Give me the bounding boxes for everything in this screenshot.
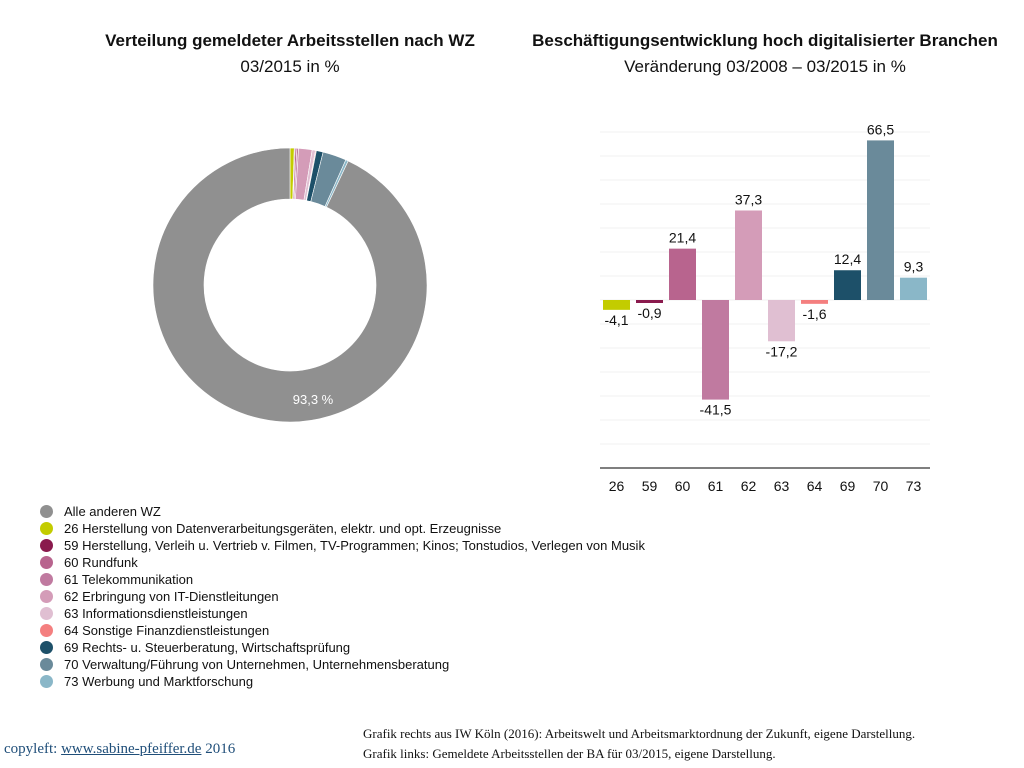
bar-73 [900, 277, 927, 300]
bar-70 [867, 140, 894, 300]
source-note-right: Grafik rechts aus IW Köln (2016): Arbeit… [363, 726, 916, 741]
donut-data-label: 93,3 % [293, 392, 334, 407]
legend-label: 61 Telekommunikation [64, 572, 194, 587]
legend-item: Alle anderen WZ [40, 503, 645, 520]
copyleft-prefix: copyleft: [4, 741, 62, 757]
website-link[interactable]: www.sabine-pfeiffer.de [61, 741, 202, 757]
bar-value-label-70: 66,5 [867, 121, 894, 137]
bar-63 [768, 300, 795, 342]
legend-label: 63 Informationsdienstleistungen [64, 606, 248, 621]
legend-item: 61 Telekommunikation [40, 571, 645, 588]
legend-label: 64 Sonstige Finanzdienstleistungen [64, 623, 270, 638]
bar-61 [702, 300, 729, 400]
bar-chart-title: Beschäftigungsentwicklung hoch digitalis… [532, 31, 998, 50]
x-tick-label-62: 62 [741, 478, 757, 494]
legend-swatch-icon [40, 607, 53, 620]
x-tick-label-73: 73 [906, 478, 922, 494]
legend-swatch-icon [40, 624, 53, 637]
legend-swatch-icon [40, 675, 53, 688]
bar-chart: -4,1 26 -0,9 59 21,4 60 -41,5 61 37,3 62 -17,2 63 -1… [600, 121, 930, 494]
x-tick-label-61: 61 [708, 478, 724, 494]
source-note-left: Grafik links: Gemeldete Arbeitsstellen d… [363, 746, 776, 761]
legend-swatch-icon [40, 556, 53, 569]
legend-label: 60 Rundfunk [64, 555, 138, 570]
bar-59 [636, 300, 663, 303]
legend-item: 69 Rechts- u. Steuerberatung, Wirtschaft… [40, 639, 645, 656]
bar-value-label-69: 12,4 [834, 251, 861, 267]
legend-item: 70 Verwaltung/Führung von Unternehmen, U… [40, 656, 645, 673]
x-tick-label-64: 64 [807, 478, 823, 494]
x-tick-label-59: 59 [642, 478, 658, 494]
legend-label: Alle anderen WZ [64, 504, 161, 519]
legend-label: 62 Erbringung von IT-Dienstleitungen [64, 589, 279, 604]
bar-value-label-59: -0,9 [637, 305, 661, 321]
copyleft-note: copyleft: www.sabine-pfeiffer.de 2016 [4, 741, 235, 758]
donut-slice-alle-anderen-wz [152, 147, 428, 423]
legend-swatch-icon [40, 522, 53, 535]
x-tick-label-70: 70 [873, 478, 889, 494]
legend-label: 70 Verwaltung/Führung von Unternehmen, U… [64, 657, 450, 672]
legend-label: 59 Herstellung, Verleih u. Vertrieb v. F… [64, 538, 645, 553]
donut-chart: 93,3 % [152, 147, 428, 423]
legend: Alle anderen WZ 26 Herstellung von Datenv… [40, 503, 645, 690]
legend-label: 26 Herstellung von Datenverarbeitungsger… [64, 521, 502, 536]
x-tick-label-69: 69 [840, 478, 856, 494]
bar-value-label-61: -41,5 [700, 402, 732, 418]
legend-swatch-icon [40, 590, 53, 603]
bar-64 [801, 300, 828, 304]
legend-item: 59 Herstellung, Verleih u. Vertrieb v. F… [40, 537, 645, 554]
bar-62 [735, 210, 762, 300]
donut-chart-title: Verteilung gemeldeter Arbeitsstellen nac… [105, 31, 475, 50]
bar-value-label-73: 9,3 [904, 259, 924, 275]
legend-swatch-icon [40, 505, 53, 518]
legend-item: 64 Sonstige Finanzdienstleistungen [40, 622, 645, 639]
legend-swatch-icon [40, 539, 53, 552]
x-tick-label-26: 26 [609, 478, 625, 494]
copyleft-year: 2016 [201, 741, 236, 757]
donut-chart-subtitle: 03/2015 in % [240, 57, 340, 76]
legend-label: 73 Werbung und Marktforschung [64, 674, 254, 689]
legend-item: 26 Herstellung von Datenverarbeitungsger… [40, 520, 645, 537]
legend-item: 62 Erbringung von IT-Dienstleitungen [40, 588, 645, 605]
legend-item: 63 Informationsdienstleistungen [40, 605, 645, 622]
legend-label: 69 Rechts- u. Steuerberatung, Wirtschaft… [64, 640, 351, 655]
bar-value-label-64: -1,6 [802, 306, 826, 322]
x-tick-label-60: 60 [675, 478, 691, 494]
bar-chart-subtitle: Veränderung 03/2008 – 03/2015 in % [624, 57, 906, 76]
bar-value-label-60: 21,4 [669, 230, 696, 246]
bar-value-label-63: -17,2 [766, 343, 798, 359]
legend-item: 73 Werbung und Marktforschung [40, 673, 645, 690]
bar-value-label-62: 37,3 [735, 191, 762, 207]
bar-60 [669, 248, 696, 300]
bar-26 [603, 300, 630, 310]
legend-item: 60 Rundfunk [40, 554, 645, 571]
legend-swatch-icon [40, 641, 53, 654]
bar-value-label-26: -4,1 [604, 312, 628, 328]
legend-swatch-icon [40, 658, 53, 671]
bar-69 [834, 270, 861, 300]
x-tick-label-63: 63 [774, 478, 790, 494]
legend-swatch-icon [40, 573, 53, 586]
